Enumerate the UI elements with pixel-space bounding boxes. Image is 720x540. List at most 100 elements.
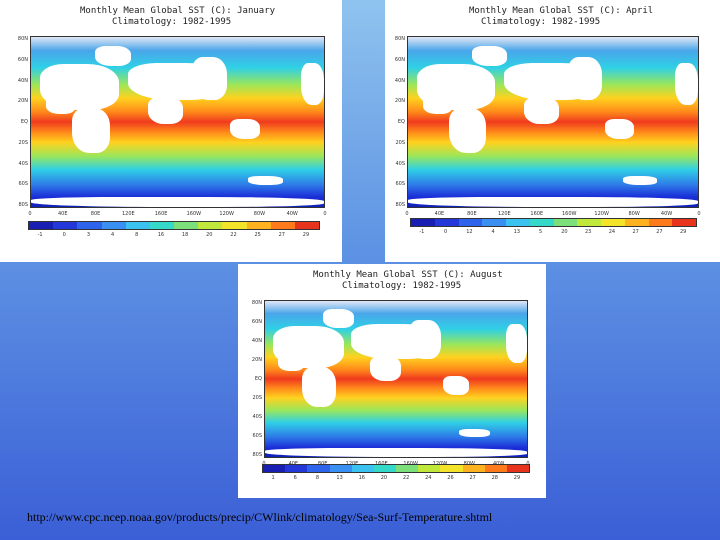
colorbar-label: 4 <box>491 229 495 235</box>
map-title: Monthly Mean Global SST (C): August <box>313 270 503 280</box>
colorbar-label: 4 <box>111 232 115 238</box>
longitude-tick-label: 0 <box>405 211 409 217</box>
colorbar-swatch <box>307 465 330 472</box>
latitude-tick-label: EQ <box>397 119 405 125</box>
colorbar-label: 13 <box>513 229 521 235</box>
colorbar-labels: -1 0 3 4 8 16 18 20 22 25 27 29 <box>28 232 318 238</box>
longitude-tick-label: 120E <box>497 211 511 217</box>
colorbar-swatch <box>222 222 247 229</box>
colorbar-label: 25 <box>254 232 261 238</box>
landmass <box>322 308 355 328</box>
landmass <box>443 375 470 395</box>
colorbar-swatch <box>553 219 578 226</box>
latitude-tick-label: EQ <box>254 376 262 382</box>
longitude-tick-label: 80E <box>90 211 101 217</box>
longitude-tick-label: 120E <box>121 211 135 217</box>
colorbar-label: 0 <box>62 232 66 238</box>
colorbar-swatch <box>285 465 308 472</box>
colorbar-label: 24 <box>425 475 432 481</box>
latitude-tick-label: 20N <box>17 98 28 105</box>
colorbar-swatch <box>434 219 459 226</box>
latitude-tick-label: 40N <box>394 77 405 84</box>
colorbar-swatch <box>53 222 78 229</box>
map-subtitle: Climatology: 1982-1995 <box>342 281 462 291</box>
landmass <box>301 366 336 408</box>
latitude-tick-label: 20S <box>395 139 405 146</box>
colorbar-swatch <box>125 222 150 229</box>
longitude-tick-label: 0 <box>697 211 701 217</box>
colorbar-label: 22 <box>230 232 237 238</box>
landmass <box>192 57 228 100</box>
colorbar-label: 5 <box>539 229 543 235</box>
longitude-tick-label: 40E <box>288 461 299 467</box>
latitude-tick-label: EQ <box>20 119 28 125</box>
longitude-tick-label: 40E <box>434 211 445 217</box>
colorbar-swatch <box>418 465 441 472</box>
latitude-tick-label: 80N <box>251 300 262 306</box>
colorbar-label: 0 <box>444 229 448 235</box>
colorbar-swatch <box>270 222 295 229</box>
longitude-tick-label: 40W <box>660 211 673 217</box>
longitude-tick-label: 40E <box>58 211 68 217</box>
colorbar-label: 8 <box>315 475 320 481</box>
source-url[interactable]: http://www.cpc.ncep.noaa.gov/products/pr… <box>27 510 493 524</box>
landmass <box>300 62 324 105</box>
landmass <box>247 176 283 185</box>
latitude-tick-label: 80S <box>252 452 262 458</box>
map-title: Monthly Mean Global SST (C): January <box>80 6 276 16</box>
colorbar-label: 12 <box>466 229 473 235</box>
colorbar-label: 27 <box>632 229 639 235</box>
longitude-tick-label: 80W <box>463 461 475 467</box>
landmass <box>369 355 402 381</box>
landmass <box>230 118 260 139</box>
colorbar-swatch <box>462 465 485 472</box>
longitude-tick-label: 160E <box>374 461 388 467</box>
colorbar-swatch <box>29 222 54 229</box>
colorbar-label: 28 <box>491 475 498 481</box>
longitude-tick-label: 160W <box>561 211 577 217</box>
colorbar-swatch <box>506 465 530 472</box>
colorbar-label: 24 <box>608 229 616 235</box>
longitude-tick-label: 80W <box>253 211 266 217</box>
latitude-tick-label: 60N <box>394 56 405 63</box>
longitude-tick-label: 120W <box>219 211 234 217</box>
colorbar-label: 16 <box>157 232 165 238</box>
landmass <box>471 45 507 66</box>
colorbar-labels: 1 6 8 13 16 20 22 24 26 27 28 29 <box>262 475 528 481</box>
longitude-tick-label: 80E <box>317 461 328 467</box>
colorbar-label: 16 <box>358 475 365 481</box>
sst-map-august-panel: Monthly Mean Global SST (C): August Clim… <box>238 264 546 498</box>
sst-map <box>407 36 699 208</box>
colorbar-label: 20 <box>380 475 388 481</box>
latitude-tick-label: 20S <box>252 395 262 401</box>
colorbar-swatch <box>294 222 320 229</box>
landmass <box>408 196 698 207</box>
colorbar-swatch <box>411 219 435 226</box>
landmass <box>45 96 75 114</box>
latitude-tick-label: 40N <box>251 338 262 344</box>
landmass <box>148 96 184 124</box>
longitude-tick-label: 160W <box>186 211 202 217</box>
longitude-tick-label: 120W <box>594 211 609 217</box>
longitude-tick-label: 0 <box>526 461 530 467</box>
landmass <box>506 324 527 364</box>
colorbar-swatch <box>77 222 102 229</box>
colorbar-swatch <box>174 222 199 229</box>
latitude-tick-label: 80S <box>395 202 405 208</box>
colorbar-label: 29 <box>513 475 521 481</box>
colorbar-label: 27 <box>278 232 285 238</box>
colorbar-label: 20 <box>561 229 568 235</box>
longitude-tick-label: 160E <box>154 211 168 217</box>
latitude-tick-label: 60N <box>17 56 28 63</box>
latitude-tick-label: 60S <box>252 433 262 439</box>
landmass <box>605 118 635 139</box>
colorbar-label: 8 <box>135 232 139 238</box>
landmass <box>524 96 559 124</box>
longitude-tick-label: 0 <box>28 211 32 217</box>
landmass <box>409 319 441 359</box>
latitude-tick-label: 80N <box>394 36 405 42</box>
colorbar-labels: -1 0 12 4 13 5 20 23 24 27 27 29 <box>410 229 695 235</box>
colorbar-swatch <box>101 222 126 229</box>
sst-map <box>264 300 528 458</box>
latitude-tick-label: 40S <box>395 160 405 167</box>
